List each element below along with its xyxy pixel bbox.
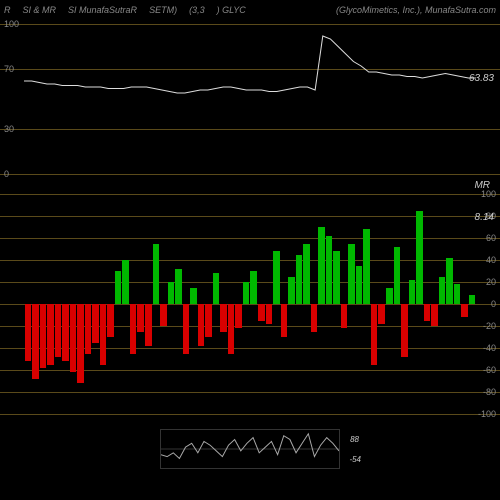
header-item: R (4, 5, 11, 15)
rsi-current-value: 63.83 (469, 73, 494, 84)
mini-chart: 88 -54 (160, 429, 340, 469)
chart-header: R SI & MR SI MunafaSutraR SETM) (3,3 ) G… (0, 0, 500, 20)
header-item: (GlycoMimetics, Inc.), MunafaSutra.com (336, 5, 496, 15)
mini-label-bot: -54 (349, 455, 361, 464)
mr-bars (24, 194, 476, 414)
header-item: SETM) (149, 5, 177, 15)
header-item: SI & MR (23, 5, 57, 15)
rsi-line (0, 24, 500, 174)
rsi-panel: 03070100 63.83 (0, 24, 500, 174)
header-item: (3,3 (189, 5, 205, 15)
mr-panel: MR -100-80-60-40-20020406080100 8.14 (0, 194, 500, 414)
mini-label-top: 88 (350, 435, 359, 444)
mini-panel: 88 -54 (0, 424, 500, 474)
header-item: ) GLYC (217, 5, 246, 15)
header-item: SI MunafaSutraR (68, 5, 137, 15)
mr-current-value: 8.14 (475, 212, 494, 223)
